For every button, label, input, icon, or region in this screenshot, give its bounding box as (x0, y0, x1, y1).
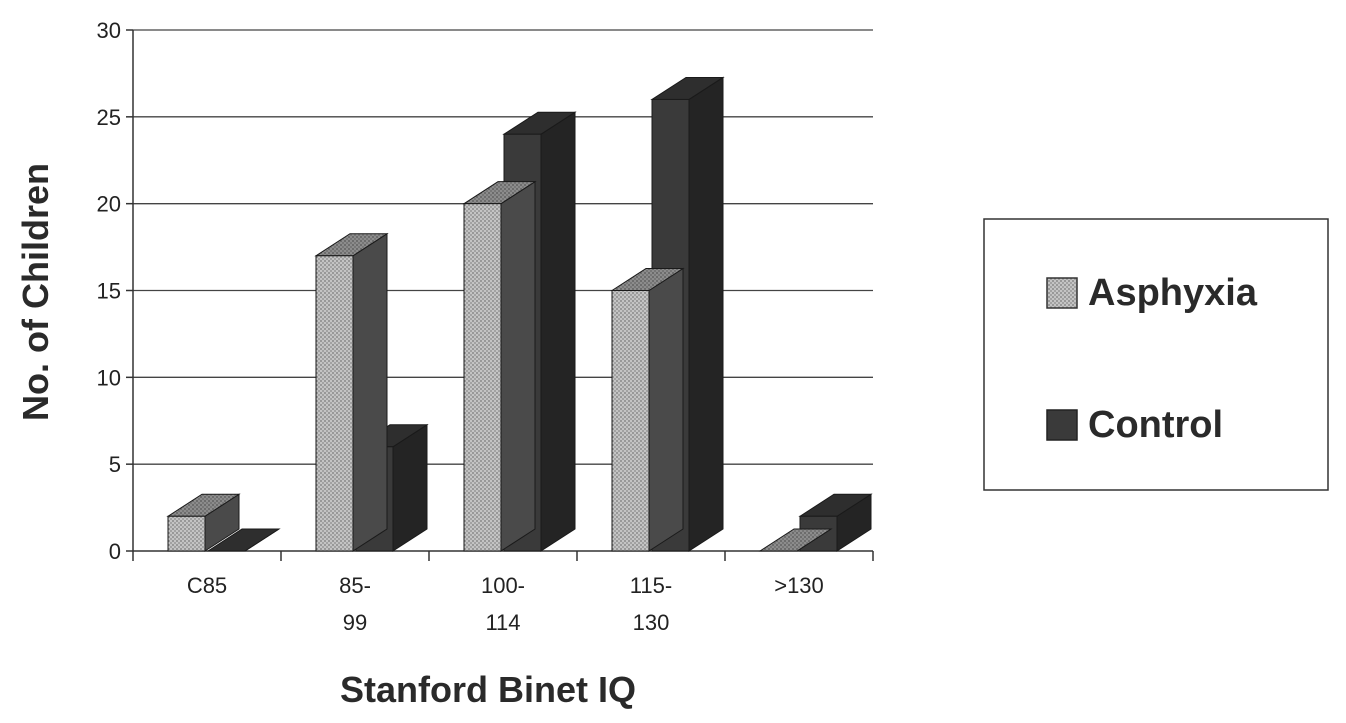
x-tick-label: 115- (630, 573, 672, 598)
bar-side-face (500, 180, 536, 552)
x-tick-label: >130 (774, 573, 824, 598)
bar-front-face (315, 255, 354, 552)
x-tick-label: 99 (343, 610, 367, 635)
x-tick-label: 85- (339, 573, 371, 598)
x-axis-title: Stanford Binet IQ (340, 669, 636, 710)
y-tick-label: 15 (97, 279, 121, 304)
bar-asphyxia (166, 493, 241, 552)
y-tick-label: 30 (97, 18, 121, 43)
y-axis-title: No. of Children (15, 163, 56, 421)
bars (166, 76, 873, 552)
legend-label-control: Control (1088, 404, 1223, 446)
bar-front-face (611, 290, 650, 552)
legend-swatch-control (1046, 409, 1078, 441)
bar-side-face (352, 232, 388, 552)
legend-box (983, 218, 1329, 491)
y-tick-label: 10 (97, 365, 121, 390)
bar-asphyxia (462, 180, 537, 552)
legend-label-asphyxia: Asphyxia (1088, 272, 1258, 314)
x-tick-label: 100- (481, 573, 525, 598)
y-tick-label: 20 (97, 192, 121, 217)
legend: Asphyxia Control (983, 218, 1329, 491)
bar-side-face (540, 111, 576, 552)
y-tick-label: 25 (97, 105, 121, 130)
x-tick-label: 130 (633, 610, 670, 635)
tick-labels: 0 5 10 15 20 25 30 C85 85- 99 100- 114 115- 130 >130 (97, 18, 824, 635)
x-tick-label: C85 (187, 573, 227, 598)
bar-side-face (648, 267, 684, 552)
legend-swatch-asphyxia (1046, 277, 1078, 309)
bar-asphyxia (610, 267, 685, 552)
axes (126, 29, 874, 561)
bar-top-face (758, 528, 833, 552)
bar-front-face (463, 203, 502, 552)
bar-side-face (688, 76, 724, 552)
x-tick-label: 114 (485, 610, 520, 635)
bar-asphyxia (314, 232, 389, 552)
y-tick-label: 0 (109, 539, 121, 564)
bar-top-face (206, 528, 281, 552)
bar-front-face (167, 515, 206, 552)
bar-control (206, 528, 281, 552)
bar-asphyxia (758, 528, 833, 552)
y-tick-label: 5 (109, 452, 121, 477)
